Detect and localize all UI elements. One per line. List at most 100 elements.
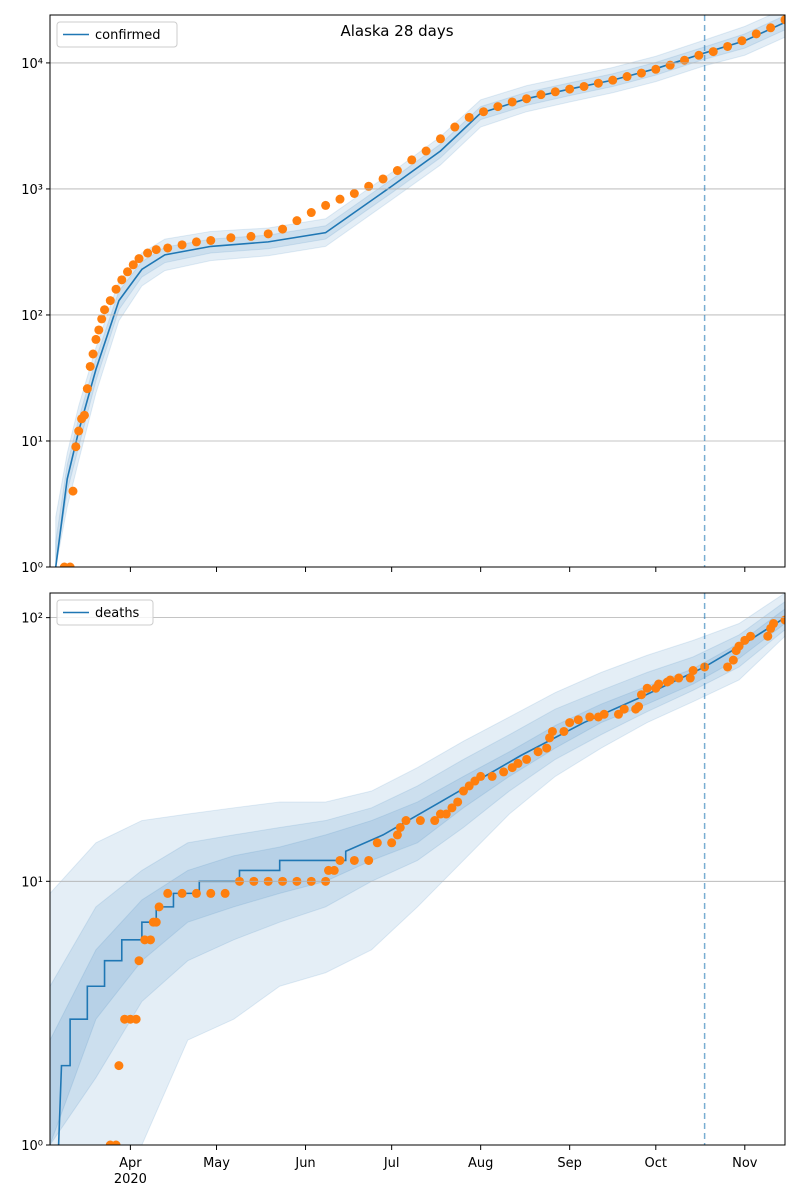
point	[335, 855, 345, 865]
chart-title: Alaska 28 days	[340, 22, 453, 40]
point	[585, 712, 595, 722]
point	[453, 797, 463, 807]
point	[513, 758, 523, 768]
point	[746, 631, 756, 641]
point	[479, 107, 489, 117]
point	[392, 830, 402, 840]
point	[94, 325, 104, 335]
point	[533, 747, 543, 757]
point	[608, 75, 618, 85]
point	[769, 619, 779, 629]
point	[378, 174, 388, 184]
y-tick-label: 10²	[21, 309, 43, 324]
point	[441, 809, 451, 819]
point	[450, 122, 460, 132]
point	[599, 709, 609, 719]
y-tick-label: 10³	[21, 183, 43, 198]
axes-frame	[49, 592, 786, 1146]
point	[82, 384, 92, 394]
point	[593, 78, 603, 88]
point	[143, 248, 153, 258]
legend-box	[56, 599, 154, 626]
point	[117, 275, 127, 285]
point	[335, 194, 345, 204]
y-tick-label: 10⁰	[21, 1139, 43, 1154]
point	[780, 15, 785, 25]
point	[85, 361, 95, 371]
point	[88, 349, 98, 359]
point	[499, 767, 509, 777]
point	[68, 486, 78, 496]
point	[395, 822, 405, 832]
point	[665, 60, 675, 70]
point	[329, 865, 339, 875]
point	[723, 41, 733, 51]
plot-area	[50, 593, 785, 1145]
point	[71, 442, 81, 452]
point	[435, 134, 445, 144]
point	[226, 233, 236, 243]
point	[619, 704, 629, 714]
point	[487, 771, 497, 781]
point	[349, 188, 359, 198]
point	[522, 754, 532, 764]
point	[111, 284, 121, 294]
point	[547, 726, 557, 736]
point	[105, 296, 115, 306]
point	[737, 36, 747, 46]
point	[191, 888, 201, 898]
plot-area	[54, 15, 785, 567]
point	[306, 208, 316, 218]
point	[430, 816, 440, 826]
point	[415, 816, 425, 826]
line	[54, 21, 785, 567]
x-tick-label: Sep	[557, 1156, 582, 1171]
point	[723, 662, 733, 672]
point	[565, 718, 575, 728]
point	[151, 917, 161, 927]
point	[74, 426, 84, 436]
point	[458, 786, 468, 796]
point	[688, 666, 698, 676]
band	[50, 593, 785, 1145]
point	[613, 709, 623, 719]
point	[447, 803, 457, 813]
point	[372, 838, 382, 848]
point	[128, 260, 138, 270]
x-tick-label: Jun	[294, 1156, 315, 1171]
point	[151, 245, 161, 255]
point	[579, 81, 589, 91]
point	[114, 1061, 124, 1071]
point	[65, 562, 75, 567]
point	[766, 23, 776, 33]
point	[536, 90, 546, 100]
point	[680, 55, 690, 65]
x-tick-label: Nov	[732, 1156, 758, 1171]
point	[220, 888, 230, 898]
point	[407, 155, 417, 165]
x-tick-label: Oct	[645, 1156, 667, 1171]
point	[636, 68, 646, 78]
point	[507, 97, 517, 107]
point	[364, 181, 374, 191]
x-tick-label: Jul	[383, 1156, 400, 1171]
band	[50, 601, 785, 1145]
point	[163, 888, 173, 898]
point	[734, 641, 744, 651]
point	[91, 334, 101, 344]
point	[522, 94, 532, 104]
legend-box	[56, 21, 178, 48]
y-tick-label: 10²	[21, 612, 43, 627]
point	[100, 305, 110, 315]
point	[421, 146, 431, 156]
x-tick-label: May	[203, 1156, 230, 1171]
point	[79, 410, 89, 420]
point	[573, 715, 583, 725]
point	[206, 235, 216, 245]
point	[278, 224, 288, 234]
point	[559, 726, 569, 736]
point	[550, 87, 560, 97]
point	[206, 888, 216, 898]
point	[763, 631, 773, 641]
point	[401, 816, 411, 826]
